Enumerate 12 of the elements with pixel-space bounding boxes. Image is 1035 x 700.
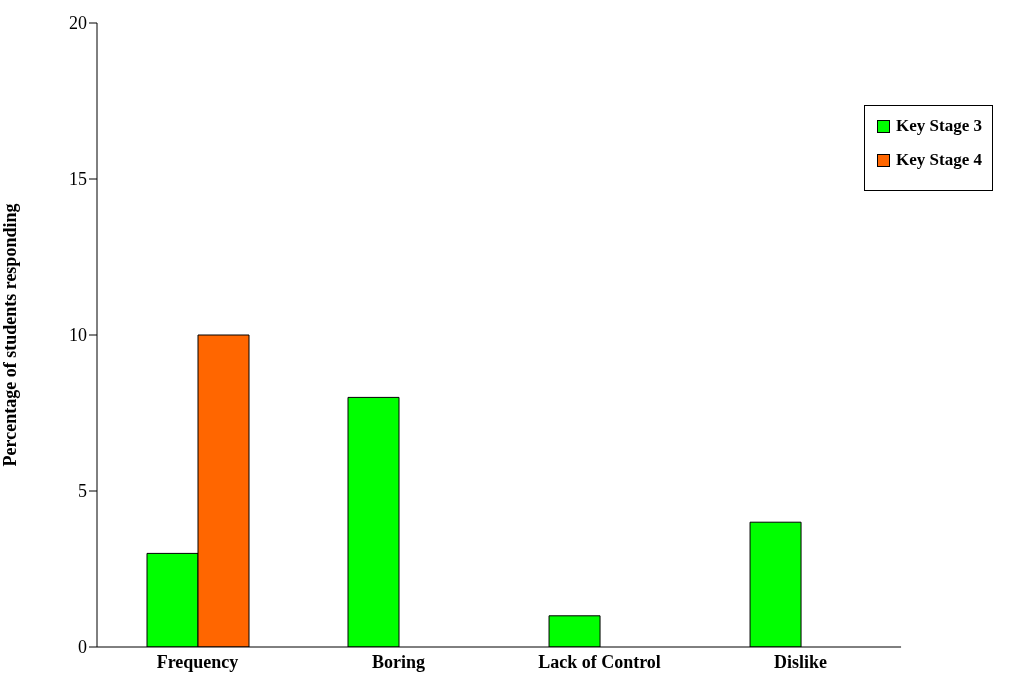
x-tick-label: Boring — [372, 651, 426, 672]
legend-label: Key Stage 4 — [896, 150, 982, 170]
x-tick-label: Dislike — [774, 651, 828, 672]
y-tick-label: 20 — [69, 13, 87, 34]
y-tick-label: 5 — [78, 481, 87, 502]
y-tick-label: 10 — [69, 325, 87, 346]
legend-label: Key Stage 3 — [896, 116, 982, 136]
y-axis-title: Percentage of students responding — [0, 203, 21, 467]
y-tick-label: 15 — [69, 169, 87, 190]
x-tick-label: Frequency — [156, 651, 239, 672]
y-tick-label: 0 — [78, 637, 87, 658]
x-tick-label: Lack of Control — [538, 651, 661, 672]
